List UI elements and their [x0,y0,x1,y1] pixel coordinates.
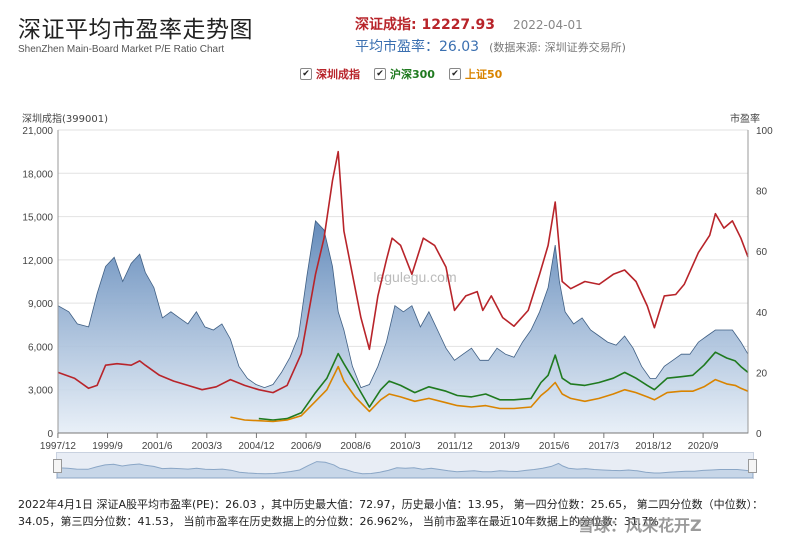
data-date: 2022-04-01 [512,18,583,32]
chart-title: 深证平均市盈率走势图 [18,17,253,43]
y-right-tick-label: 20 [756,368,768,379]
legend-item-sz50[interactable]: ✔ 上证50 [448,66,503,82]
x-tick-label: 2001/6 [142,441,173,450]
x-tick-label: 2003/3 [191,441,222,450]
x-tick-label: 2010/3 [390,441,421,450]
y-left-tick-label: 0 [47,429,53,440]
y-right-tick-label: 0 [756,429,762,440]
watermark-text: legulegu.com [373,269,456,285]
x-tick-label: 2015/6 [539,441,570,450]
right-axis-title: 市盈率 [730,114,760,125]
pe-value: 平均市盈率：26.03 (数据来源: 深圳证券交易所) [355,36,626,56]
y-left-tick-label: 21,000 [22,126,53,137]
legend-item-szcz[interactable]: ✔ 深圳成指 [300,66,360,82]
y-right-tick-label: 80 [756,187,768,198]
legend-label: 沪深300 [390,68,435,81]
checkbox-icon[interactable]: ✔ [300,68,312,80]
x-tick-label: 1999/9 [92,441,123,450]
navigator-preview [56,461,754,479]
range-navigator[interactable] [53,452,757,479]
left-axis-title: 深圳成指(399001) [22,114,108,125]
series-line-上证50 [230,365,749,423]
legend-label: 上证50 [464,68,503,81]
index-value: 深证成指: 12227.93 2022-04-01 [355,14,583,34]
x-tick-label: 2013/9 [489,441,520,450]
x-tick-label: 2008/6 [340,441,371,450]
series-line-沪深300 [258,351,749,421]
legend-label: 深圳成指 [316,68,360,81]
y-left-tick-label: 3,000 [28,386,53,397]
pe-chart[interactable]: 0 3,000 6,000 9,000 12,000 15,000 18,000 21,000… [0,0,800,450]
x-tick-label: 2017/3 [589,441,620,450]
legend: ✔ 深圳成指 ✔ 沪深300 ✔ 上证50 [300,66,502,82]
y-left-tick-label: 18,000 [22,169,53,180]
navigator-right-handle[interactable] [748,459,757,473]
xueqiu-watermark: 雪球：风来花开Z [578,516,702,535]
x-tick-label: 2011/12 [437,441,473,450]
x-tick-label: 2006/9 [291,441,322,450]
y-right-tick-label: 40 [756,308,768,319]
index-label: 深证成指: 12227.93 [355,17,495,33]
x-tick-label: 2018/12 [635,441,672,450]
statistics-text: 2022年4月1日 深证A股平均市盈率(PE)：26.03 ，其中历史最大值：7… [18,498,764,528]
chart-subtitle: ShenZhen Main-Board Market P/E Ratio Cha… [18,44,225,55]
x-tick-label: 2004/12 [238,441,275,450]
x-tick-label: 1997/12 [40,441,77,450]
y-left-tick-label: 15,000 [22,213,53,224]
checkbox-icon[interactable]: ✔ [448,68,461,80]
y-left-tick-label: 9,000 [28,299,53,310]
y-right-tick-label: 100 [756,126,773,137]
checkbox-icon[interactable]: ✔ [374,68,386,80]
y-left-tick-label: 6,000 [28,342,53,353]
navigator-area [56,461,754,479]
pe-label: 平均市盈率：26.03 [355,39,480,55]
x-tick-label: 2020/9 [688,441,719,450]
navigator-left-handle[interactable] [53,459,62,473]
legend-item-hs300[interactable]: ✔ 沪深300 [374,66,435,82]
y-right-tick-label: 60 [756,247,768,258]
series-line-深圳成指 [57,150,749,394]
data-source: (数据来源: 深圳证券交易所) [489,41,626,54]
y-left-tick-label: 12,000 [22,256,53,267]
